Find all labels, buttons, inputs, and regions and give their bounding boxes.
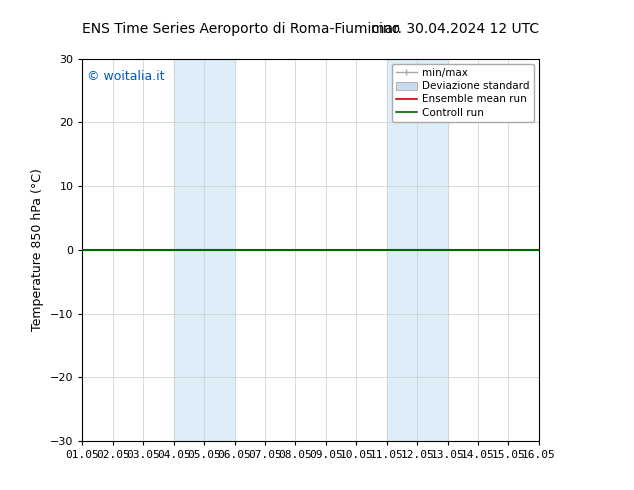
Text: ENS Time Series Aeroporto di Roma-Fiumicino: ENS Time Series Aeroporto di Roma-Fiumic… — [82, 22, 401, 36]
Legend: min/max, Deviazione standard, Ensemble mean run, Controll run: min/max, Deviazione standard, Ensemble m… — [392, 64, 534, 122]
Bar — [387, 59, 448, 441]
Text: © woitalia.it: © woitalia.it — [87, 70, 165, 83]
Bar — [174, 59, 235, 441]
Text: mar. 30.04.2024 12 UTC: mar. 30.04.2024 12 UTC — [371, 22, 539, 36]
Y-axis label: Temperature 850 hPa (°C): Temperature 850 hPa (°C) — [31, 169, 44, 331]
